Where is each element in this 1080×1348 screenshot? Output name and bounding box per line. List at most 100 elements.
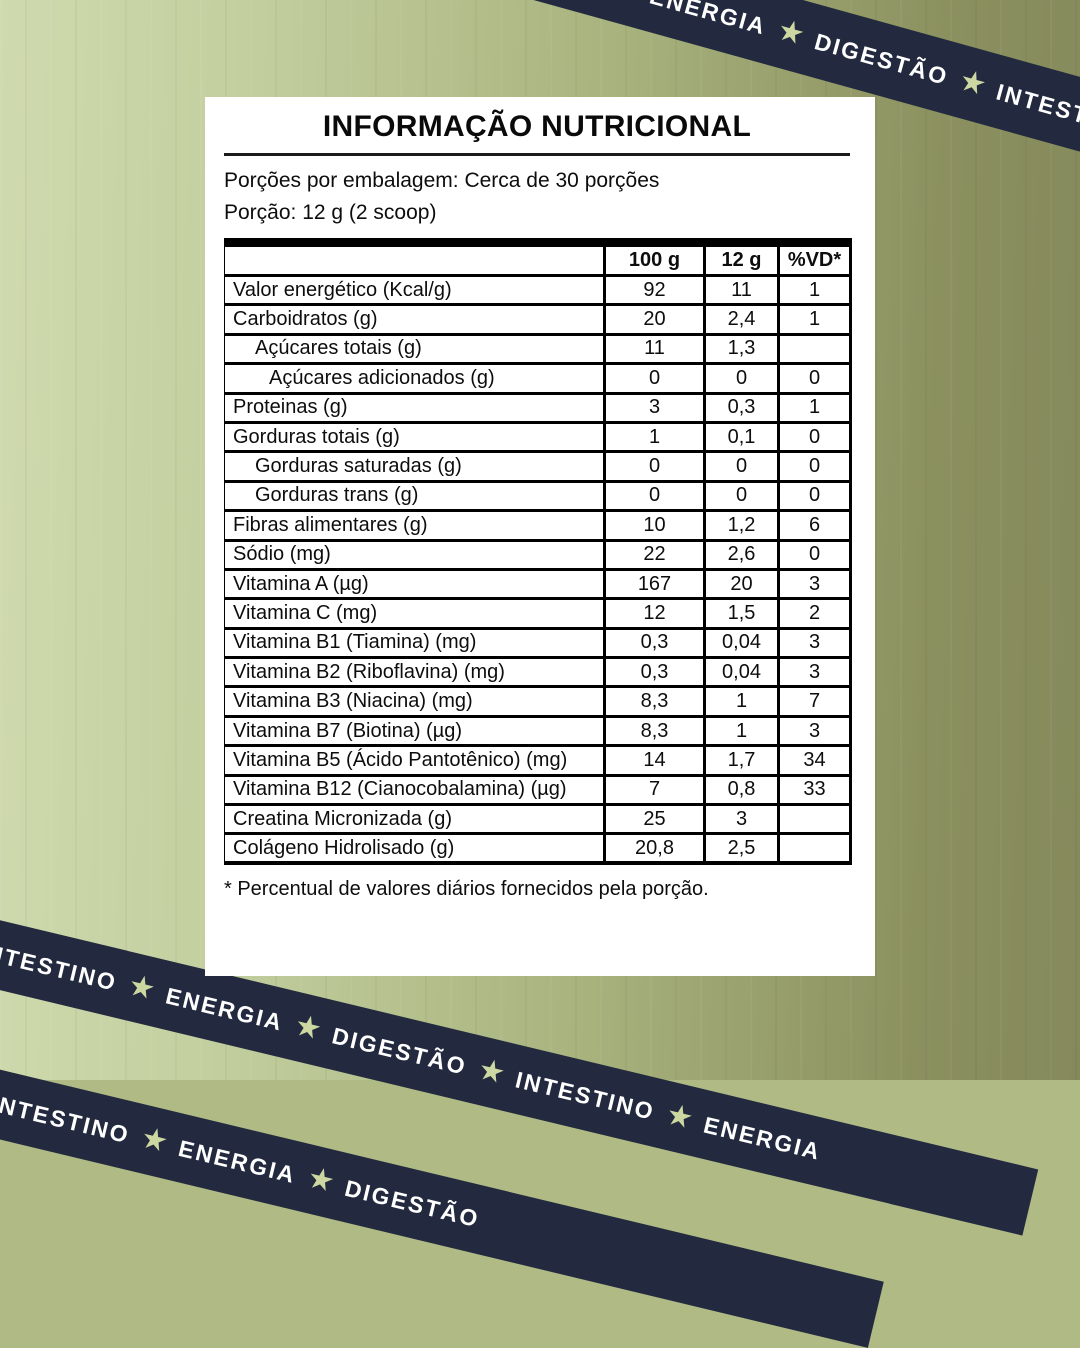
table-row: Gorduras saturadas (g) 0 0 0	[224, 450, 851, 482]
daily-value-footnote: * Percentual de valores diários fornecid…	[224, 878, 709, 901]
nutrient-label: Fibras alimentares (g)	[224, 509, 605, 541]
value-vd: 0	[777, 420, 851, 452]
star-icon: ★	[137, 1120, 172, 1160]
table-row: Vitamina B7 (Biotina) (µg) 8,3 1 3	[224, 714, 851, 746]
nutrient-label: Vitamina B12 (Cianocobalamina) (µg)	[224, 773, 605, 805]
ribbon-word: INTESTINO	[0, 936, 120, 996]
ribbon-word: INTESTINO	[513, 1065, 658, 1125]
value-100g: 20	[603, 303, 705, 335]
value-12g: 2,4	[703, 303, 779, 335]
table-row: Colágeno Hidrolisado (g) 20,8 2,5	[224, 832, 851, 864]
value-100g: 20,8	[603, 832, 705, 864]
nutrient-label: Vitamina C (mg)	[224, 597, 605, 629]
star-icon: ★	[955, 63, 991, 103]
table-row: Gorduras totais (g) 1 0,1 0	[224, 420, 851, 452]
table-row: Fibras alimentares (g) 10 1,2 6	[224, 509, 851, 541]
nutrition-table: 100 g 12 g %VD* Valor energético (Kcal/g) 9…	[224, 238, 852, 866]
column-header: 100 g	[603, 242, 705, 277]
value-12g: 3	[703, 803, 779, 834]
table-row: Vitamina B12 (Cianocobalamina) (µg) 7 0,8 3…	[224, 773, 851, 805]
value-vd: 3	[777, 656, 851, 687]
nutrient-label: Vitamina B7 (Biotina) (µg)	[224, 714, 605, 746]
table-row: Vitamina B3 (Niacina) (mg) 8,3 1 7	[224, 685, 851, 717]
star-icon: ★	[662, 1097, 697, 1136]
nutrient-label: Vitamina B3 (Niacina) (mg)	[224, 685, 605, 717]
value-100g: 12	[603, 597, 705, 629]
value-vd: 34	[777, 744, 851, 776]
value-vd: 1	[777, 303, 851, 335]
value-12g: 0,1	[703, 420, 779, 452]
value-vd: 3	[777, 567, 851, 599]
table-row: Vitamina C (mg) 12 1,5 2	[224, 597, 851, 629]
nutrient-label: Vitamina A (µg)	[224, 567, 605, 599]
value-12g: 11	[703, 275, 779, 305]
servings-info: Porções por embalagem: Cerca de 30 porçõ…	[224, 165, 850, 228]
value-100g: 0	[603, 362, 705, 394]
table-row: Carboidratos (g) 20 2,4 1	[224, 303, 851, 335]
value-12g: 0,3	[703, 391, 779, 423]
value-12g: 1,3	[703, 332, 779, 364]
title-divider	[224, 153, 850, 156]
value-vd: 33	[777, 773, 851, 805]
value-100g: 8,3	[603, 685, 705, 717]
value-vd: 3	[777, 626, 851, 658]
ribbon-word: ENERGIA	[647, 0, 770, 40]
value-100g: 10	[603, 509, 705, 541]
ribbon-word: DIGESTÃO	[811, 27, 952, 90]
nutrient-label: Vitamina B1 (Tiamina) (mg)	[224, 626, 605, 658]
table-row: Proteinas (g) 3 0,3 1	[224, 391, 851, 423]
value-12g: 1,5	[703, 597, 779, 629]
value-12g: 0,04	[703, 626, 779, 658]
ribbon-word: INTESTINO	[0, 1089, 133, 1148]
star-icon: ★	[773, 13, 809, 53]
value-vd	[777, 832, 851, 864]
value-12g: 0,8	[703, 773, 779, 805]
nutrient-label: Colágeno Hidrolisado (g)	[224, 832, 605, 864]
table-row: Açúcares adicionados (g) 0 0 0	[224, 362, 851, 394]
value-100g: 8,3	[603, 714, 705, 746]
value-vd: 0	[777, 450, 851, 482]
value-100g: 0,3	[603, 626, 705, 658]
nutrient-label: Gorduras totais (g)	[224, 420, 605, 452]
value-vd: 7	[777, 685, 851, 717]
nutrient-label: Creatina Micronizada (g)	[224, 803, 605, 834]
value-12g: 0,04	[703, 656, 779, 687]
value-100g: 92	[603, 275, 705, 305]
nutrient-label: Sódio (mg)	[224, 538, 605, 570]
value-vd	[777, 332, 851, 364]
serving-size: Porção: 12 g (2 scoop)	[224, 200, 437, 224]
servings-per-package: Porções por embalagem: Cerca de 30 porçõ…	[224, 169, 660, 192]
value-100g: 167	[603, 567, 705, 599]
nutrient-label: Valor energético (Kcal/g)	[233, 278, 452, 301]
value-vd: 0	[777, 479, 851, 511]
nutrient-label: Gorduras trans (g)	[224, 479, 605, 511]
table-row: Vitamina A (µg) 167 20 3	[224, 567, 851, 599]
table-row: Sódio (mg) 22 2,6 0	[224, 538, 851, 570]
column-header	[224, 242, 605, 277]
nutrient-label: Proteinas (g)	[224, 391, 605, 423]
ribbon-word: ENERGIA	[701, 1111, 825, 1165]
value-100g: 0	[603, 479, 705, 511]
value-12g: 1,7	[703, 744, 779, 776]
nutrient-label: Vitamina B5 (Ácido Pantotênico) (mg)	[224, 744, 605, 776]
star-icon: ★	[304, 1160, 338, 1200]
table-row: Vitamina B1 (Tiamina) (mg) 0,3 0,04 3	[224, 626, 851, 658]
table-row: Açúcares totais (g) 11 1,3	[224, 332, 851, 364]
ribbon-word: ENERGIA	[176, 1134, 300, 1188]
table-row: Valor energético (Kcal/g) 92 11 1	[225, 275, 851, 305]
value-100g: 0	[603, 450, 705, 482]
star-icon: ★	[474, 1052, 509, 1091]
star-icon: ★	[291, 1008, 326, 1047]
nutrient-label: Gorduras saturadas (g)	[224, 450, 605, 482]
nutrient-label: Açúcares adicionados (g)	[224, 362, 605, 394]
value-12g: 0	[703, 479, 779, 511]
value-12g: 1	[703, 714, 779, 746]
value-12g: 2,5	[703, 832, 779, 864]
ribbon-word: DIGESTÃO	[329, 1021, 470, 1080]
value-100g: 22	[603, 538, 705, 570]
value-vd: 3	[777, 714, 851, 746]
table-row: Vitamina B2 (Riboflavina) (mg) 0,3 0,04 3	[224, 656, 851, 687]
value-12g: 0	[703, 362, 779, 394]
nutrient-label: Carboidratos (g)	[224, 303, 605, 335]
ribbon-word: ENERGIA	[163, 981, 287, 1036]
